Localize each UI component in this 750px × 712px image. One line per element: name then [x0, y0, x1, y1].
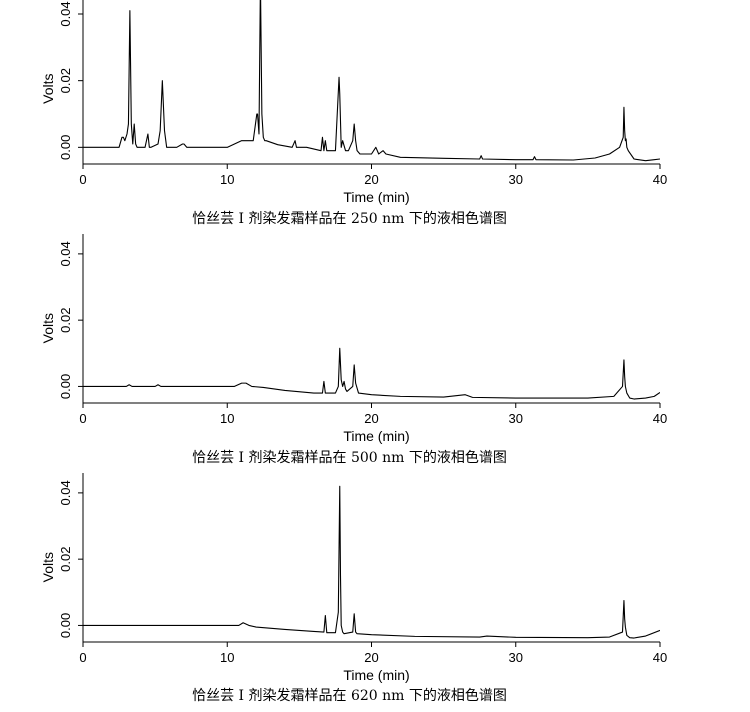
x-tick-label: 30 [509, 650, 523, 665]
x-tick-label: 0 [79, 411, 86, 426]
x-tick-label: 10 [220, 172, 234, 187]
x-axis-label: Time (min) [343, 428, 409, 444]
y-axis-label: Volts [40, 313, 56, 343]
x-tick-label: 10 [220, 411, 234, 426]
y-tick-label: 0.04 [58, 480, 73, 505]
y-tick-label: 0.00 [58, 613, 73, 638]
chart-panel-1: 0 10 20 30 40 0.00 0.02 0.04 Time (min) Volts 恰丝芸 … [40, 0, 667, 227]
chart-panel-3: 0 10 20 30 40 0.00 0.02 0.04 Time (min) Volts 恰丝芸 … [40, 473, 667, 704]
x-tick-label: 20 [364, 172, 378, 187]
series-line-1 [83, 347, 660, 400]
y-tick-label: 0.02 [58, 308, 73, 333]
x-tick-label: 30 [509, 172, 523, 187]
x-tick-label: 40 [653, 650, 667, 665]
y-tick-label: 0.04 [58, 241, 73, 266]
x-tick-label: 20 [364, 411, 378, 426]
chart-caption: 恰丝芸 I 剂染发霜样品在 620 nm 下的液相色谱图 [192, 687, 507, 704]
series-line-1 [83, 0, 660, 162]
chart-caption: 恰丝芸 I 剂染发霜样品在 250 nm 下的液相色谱图 [192, 210, 507, 227]
y-tick-label: 0.02 [58, 68, 73, 93]
y-tick-label: 0.00 [58, 374, 73, 399]
x-tick-label: 10 [220, 650, 234, 665]
x-tick-label: 30 [509, 411, 523, 426]
y-tick-label: 0.04 [58, 1, 73, 26]
y-tick-label: 0.02 [58, 547, 73, 572]
x-tick-label: 0 [79, 172, 86, 187]
x-tick-label: 0 [79, 650, 86, 665]
chart-caption: 恰丝芸 I 剂染发霜样品在 500 nm 下的液相色谱图 [192, 449, 507, 466]
series-line-1 [83, 485, 660, 639]
x-tick-label: 40 [653, 411, 667, 426]
x-tick-label: 40 [653, 172, 667, 187]
y-axis-label: Volts [40, 73, 56, 103]
y-tick-label: 0.00 [58, 135, 73, 160]
y-axis-label: Volts [40, 552, 56, 582]
x-axis-label: Time (min) [343, 189, 409, 205]
chart-panel-2: 0 10 20 30 40 0.00 0.02 0.04 Time (min) Volts 恰丝芸 … [40, 234, 667, 466]
x-tick-label: 20 [364, 650, 378, 665]
x-axis-label: Time (min) [343, 667, 409, 683]
